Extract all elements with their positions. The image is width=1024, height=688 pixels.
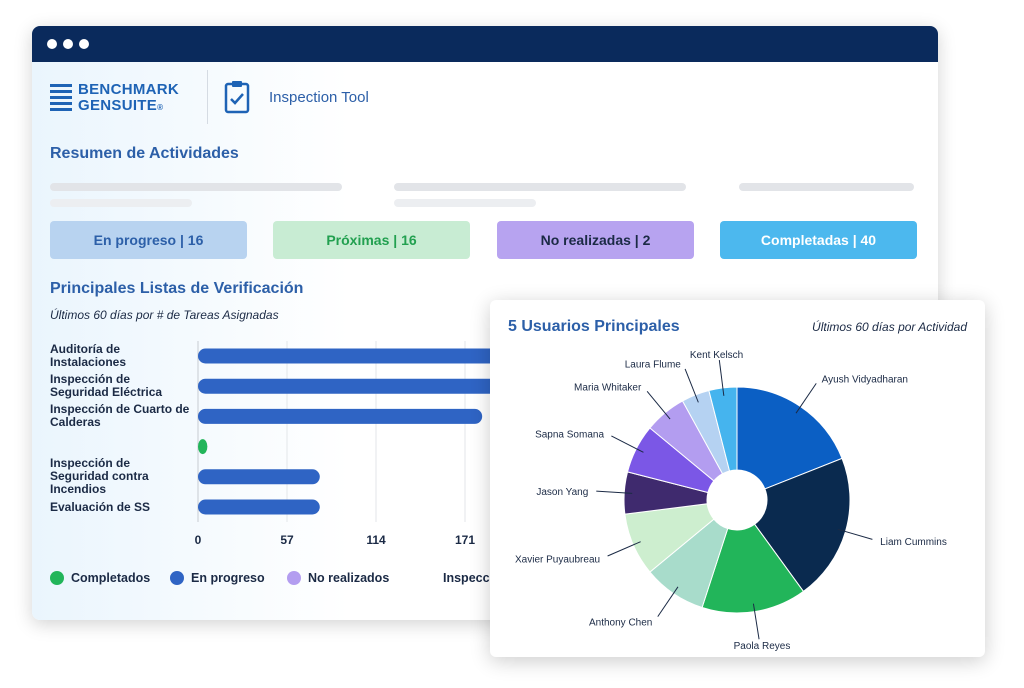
x-tick-label: 0	[195, 533, 202, 547]
chart-subtitle: Últimos 60 días por # de Tareas Asignada…	[50, 308, 279, 322]
leader-line	[684, 368, 699, 403]
placeholder	[394, 183, 686, 191]
legend-marker	[50, 571, 64, 585]
status-card[interactable]: Completadas | 40	[720, 221, 917, 259]
leader-line	[611, 435, 644, 453]
category-label: Inspección de Cuarto de Calderas	[50, 402, 190, 430]
category-label: Auditoría de Instalaciones	[50, 342, 127, 369]
leader-line	[596, 490, 633, 494]
app-name: Inspection Tool	[269, 89, 369, 106]
clipboard-icon	[224, 81, 250, 114]
x-tick-label: 171	[455, 533, 475, 547]
slice-label: Anthony Chen	[589, 618, 652, 629]
legend-label: No realizados	[308, 571, 389, 585]
pie-panel: 5 Usuarios Principales Últimos 60 días p…	[490, 300, 985, 657]
placeholder	[739, 183, 914, 191]
status-card[interactable]: Próximas | 16	[273, 221, 470, 259]
bar	[198, 469, 320, 485]
leader-line	[607, 541, 641, 557]
leader-line	[718, 360, 725, 396]
bar	[198, 499, 320, 515]
slice-label: Maria Whitaker	[574, 383, 642, 394]
slice-label: Xavier Puyaubreau	[515, 554, 600, 565]
x-tick-label: 114	[366, 533, 386, 547]
leader-line	[837, 528, 873, 540]
bar-chart: 0 57 114 171 Completados En progreso No realiz…	[50, 341, 573, 585]
brand-name: GENSUITE®	[78, 97, 163, 114]
legend-marker	[170, 571, 184, 585]
brand-name: BENCHMARK	[78, 81, 180, 98]
slice-label: Liam Cummins	[880, 537, 947, 548]
window-dot	[63, 39, 73, 49]
bar	[198, 348, 573, 364]
slice-label: Laura Flume	[625, 359, 682, 370]
leader-line	[795, 383, 817, 414]
leader-line	[657, 586, 679, 617]
slice-label: Ayush Vidyadharan	[822, 374, 908, 385]
section-title: Resumen de Actividades	[50, 145, 239, 162]
category-label: Inspección de Seguridad Eléctrica	[50, 372, 163, 400]
x-tick-label: 57	[280, 533, 294, 547]
brand-logo	[50, 84, 72, 111]
legend-label: En progreso	[191, 571, 265, 585]
registered-mark: ®	[157, 103, 164, 112]
legend-marker	[287, 571, 301, 585]
window-dot	[47, 39, 57, 49]
status-card[interactable]: En progreso | 16	[50, 221, 247, 259]
slice-label: Kent Kelsch	[690, 350, 743, 361]
chart-subtitle: Últimos 60 días por Actividad	[812, 320, 967, 334]
status-card[interactable]: No realizadas | 2	[497, 221, 694, 259]
chart-title: 5 Usuarios Principales	[508, 318, 680, 335]
slice-label: Paola Reyes	[734, 641, 791, 652]
placeholder	[50, 199, 192, 207]
divider	[207, 70, 208, 124]
bar	[198, 439, 208, 455]
brand-name: GENSUITE	[78, 97, 158, 114]
category-label: Evaluación de SS	[50, 499, 151, 514]
legend-label: Completados	[71, 571, 150, 585]
placeholder	[394, 199, 536, 207]
chart-title: Principales Listas de Verificación	[50, 280, 304, 297]
leader-line	[646, 391, 671, 420]
slice-label: Sapna Somana	[535, 429, 604, 440]
bar	[198, 378, 561, 394]
donut-hole	[707, 470, 767, 530]
category-label: Inspección de Seguridad contra Incendios	[50, 456, 149, 497]
placeholder	[50, 183, 342, 191]
pie-chart: Ayush Vidyadharan Liam Cummins Paola Reyes…	[515, 350, 947, 652]
title-bar	[32, 26, 938, 62]
leader-line	[752, 603, 760, 640]
bar	[198, 408, 483, 424]
slice-label: Jason Yang	[536, 487, 588, 498]
legend-label: Inspecc	[443, 571, 490, 585]
window-dot	[79, 39, 89, 49]
